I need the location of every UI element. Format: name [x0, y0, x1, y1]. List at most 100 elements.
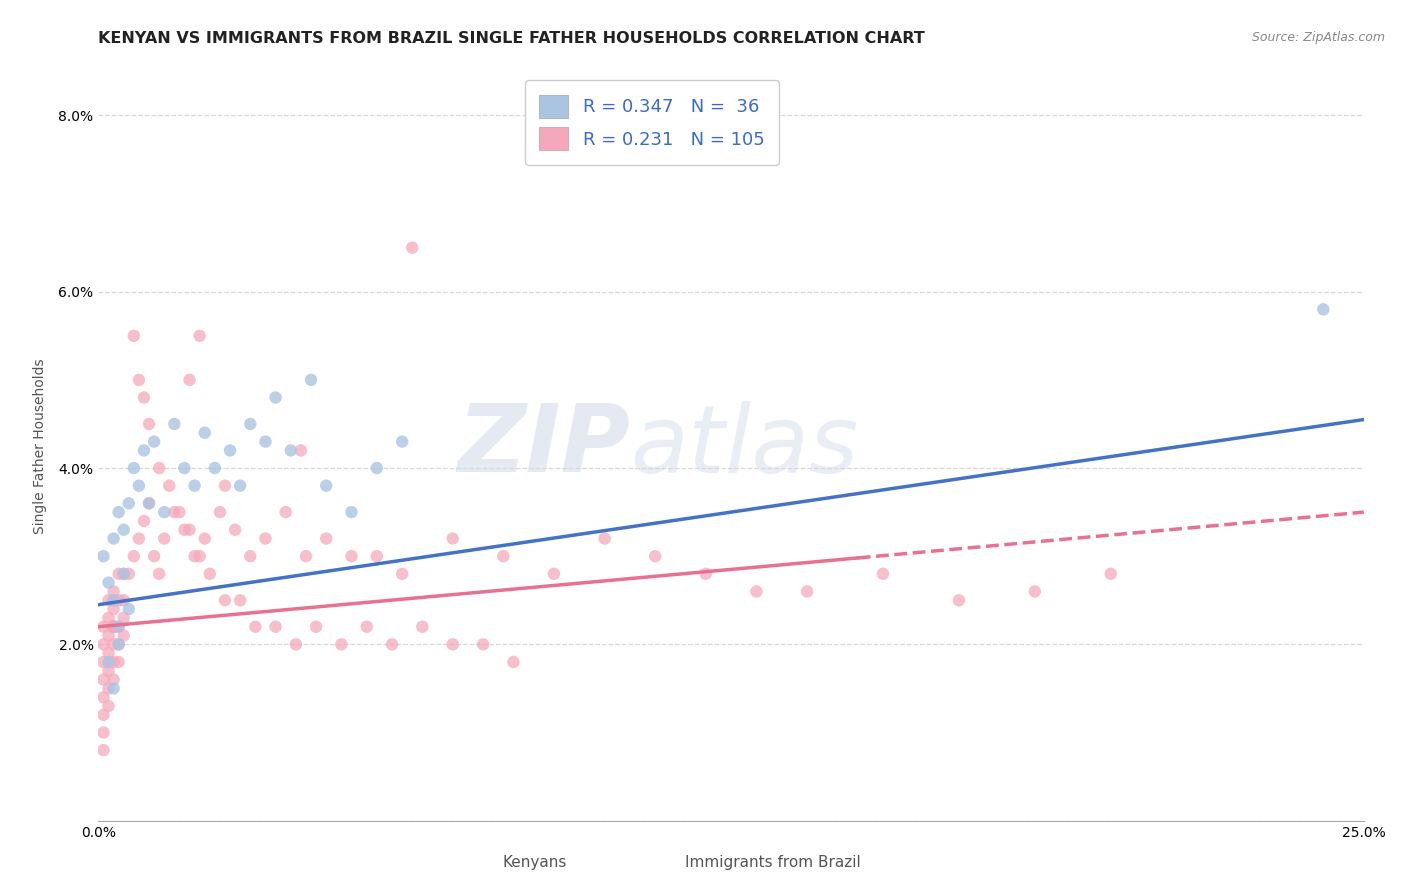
- Point: [118, 496, 141, 510]
- Point: [239, 417, 262, 431]
- Point: [245, 620, 267, 634]
- Point: [264, 391, 287, 405]
- Point: [103, 532, 125, 546]
- Text: KENYAN VS IMMIGRANTS FROM BRAZIL SINGLE FATHER HOUSEHOLDS CORRELATION CHART: KENYAN VS IMMIGRANTS FROM BRAZIL SINGLE …: [98, 31, 925, 46]
- Point: [128, 373, 150, 387]
- Point: [163, 417, 186, 431]
- Point: [103, 584, 125, 599]
- Point: [128, 478, 150, 492]
- Point: [107, 637, 129, 651]
- Point: [103, 620, 125, 634]
- Point: [214, 478, 236, 492]
- Point: [502, 655, 524, 669]
- Text: Kenyans: Kenyans: [502, 855, 567, 870]
- Point: [112, 523, 135, 537]
- Point: [441, 637, 464, 651]
- Point: [132, 443, 155, 458]
- Point: [103, 637, 125, 651]
- Point: [93, 637, 115, 651]
- Point: [330, 637, 353, 651]
- Point: [143, 434, 166, 449]
- Point: [138, 496, 160, 510]
- Point: [290, 443, 312, 458]
- Point: [391, 434, 413, 449]
- Point: [1099, 566, 1122, 581]
- Point: [366, 461, 388, 475]
- Point: [163, 505, 186, 519]
- Point: [1024, 584, 1046, 599]
- Point: [138, 417, 160, 431]
- Point: [97, 611, 120, 625]
- Point: [411, 620, 433, 634]
- Point: [274, 505, 297, 519]
- Point: [103, 602, 125, 616]
- Point: [112, 566, 135, 581]
- Point: [472, 637, 495, 651]
- Point: [264, 620, 287, 634]
- Legend: R = 0.347   N =  36, R = 0.231   N = 105: R = 0.347 N = 36, R = 0.231 N = 105: [524, 80, 779, 165]
- Point: [229, 478, 252, 492]
- Point: [138, 496, 160, 510]
- Point: [492, 549, 515, 564]
- Point: [97, 575, 120, 590]
- Point: [315, 478, 337, 492]
- Point: [644, 549, 666, 564]
- Point: [188, 328, 211, 343]
- Point: [103, 620, 125, 634]
- Point: [188, 549, 211, 564]
- Point: [295, 549, 318, 564]
- Point: [340, 549, 363, 564]
- Point: [872, 566, 894, 581]
- Point: [194, 532, 217, 546]
- Point: [315, 532, 337, 546]
- Point: [157, 478, 180, 492]
- Point: [132, 514, 155, 528]
- Point: [179, 373, 201, 387]
- Point: [97, 655, 120, 669]
- Point: [103, 620, 125, 634]
- Point: [103, 620, 125, 634]
- Point: [381, 637, 404, 651]
- Point: [391, 566, 413, 581]
- Point: [93, 743, 115, 757]
- Point: [179, 523, 201, 537]
- Point: [208, 505, 231, 519]
- Point: [132, 391, 155, 405]
- Point: [112, 628, 135, 642]
- Point: [254, 532, 277, 546]
- Point: [97, 628, 120, 642]
- Text: atlas: atlas: [630, 401, 858, 491]
- Point: [97, 664, 120, 678]
- Point: [103, 593, 125, 607]
- Point: [118, 602, 141, 616]
- Point: [796, 584, 818, 599]
- Point: [107, 505, 129, 519]
- Point: [97, 593, 120, 607]
- Y-axis label: Single Father Households: Single Father Households: [34, 359, 48, 533]
- Point: [183, 478, 205, 492]
- Point: [695, 566, 717, 581]
- Point: [103, 620, 125, 634]
- Point: [103, 620, 125, 634]
- Point: [224, 523, 246, 537]
- Point: [948, 593, 970, 607]
- Point: [103, 620, 125, 634]
- Point: [280, 443, 302, 458]
- Point: [103, 681, 125, 696]
- Text: Immigrants from Brazil: Immigrants from Brazil: [686, 855, 860, 870]
- Point: [107, 620, 129, 634]
- Point: [593, 532, 616, 546]
- Point: [183, 549, 205, 564]
- Point: [122, 328, 145, 343]
- Point: [229, 593, 252, 607]
- Text: Source: ZipAtlas.com: Source: ZipAtlas.com: [1251, 31, 1385, 45]
- Point: [194, 425, 217, 440]
- Point: [254, 434, 277, 449]
- Point: [745, 584, 768, 599]
- Point: [103, 620, 125, 634]
- Point: [93, 707, 115, 722]
- Point: [107, 655, 129, 669]
- Point: [169, 505, 191, 519]
- Point: [97, 646, 120, 660]
- Point: [340, 505, 363, 519]
